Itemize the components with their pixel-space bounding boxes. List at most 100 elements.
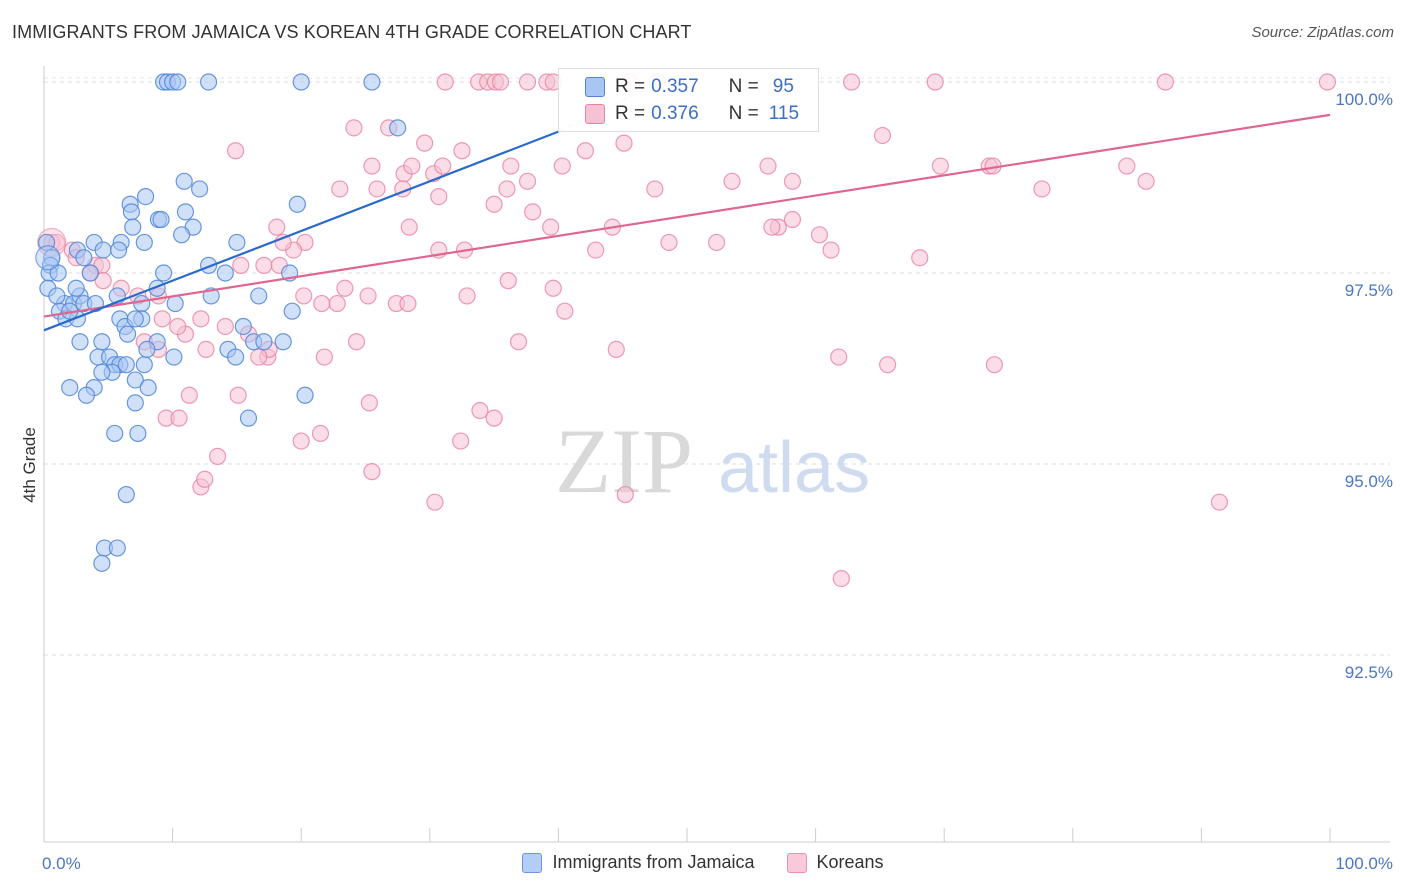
data-point-koreans xyxy=(227,142,245,160)
data-point-koreans xyxy=(607,340,625,358)
data-point-jamaica xyxy=(126,371,144,389)
data-point-jamaica xyxy=(165,348,183,366)
data-point-koreans xyxy=(345,119,363,137)
data-point-koreans xyxy=(518,172,537,190)
data-point-jamaica xyxy=(133,294,151,313)
legend-swatch-jamaica xyxy=(585,77,605,97)
trend-line-koreans xyxy=(43,113,1331,318)
legend-row-koreans: R = 0.376 N = 115 xyxy=(559,101,799,127)
data-point-koreans xyxy=(553,157,571,175)
data-point-koreans xyxy=(458,287,476,305)
legend-n-value: 115 xyxy=(768,103,800,124)
legend-item-koreans[interactable]: Koreans xyxy=(786,852,884,873)
data-point-jamaica xyxy=(117,356,135,374)
legend-r-label: R = xyxy=(615,103,646,124)
data-point-jamaica xyxy=(152,210,170,229)
data-point-jamaica xyxy=(135,356,153,374)
data-point-jamaica xyxy=(255,333,273,351)
data-point-koreans xyxy=(315,348,333,366)
data-point-jamaica xyxy=(389,119,407,137)
data-point-jamaica xyxy=(200,73,218,91)
y-axis-label: 4th Grade xyxy=(20,427,39,503)
data-point-koreans xyxy=(646,180,664,198)
data-point-koreans xyxy=(216,317,234,336)
data-point-jamaica xyxy=(216,264,234,282)
y-tick-label: 97.5% xyxy=(1345,281,1393,300)
data-point-jamaica xyxy=(109,241,128,259)
data-point-koreans xyxy=(783,172,802,190)
data-point-jamaica xyxy=(136,188,155,206)
data-point-koreans xyxy=(931,157,949,175)
legend-swatch-jamaica xyxy=(522,852,543,873)
data-point-jamaica xyxy=(48,287,66,305)
data-point-koreans xyxy=(707,233,726,252)
data-point-koreans xyxy=(873,126,892,145)
data-point-koreans xyxy=(544,279,562,297)
data-point-jamaica xyxy=(283,302,301,320)
data-point-koreans xyxy=(524,203,542,221)
data-point-jamaica xyxy=(228,233,246,252)
legend-label-jamaica: Immigrants from Jamaica xyxy=(552,852,755,872)
data-point-koreans xyxy=(452,432,470,450)
data-point-koreans xyxy=(416,134,434,152)
data-point-jamaica xyxy=(176,203,195,221)
data-point-jamaica xyxy=(250,287,268,305)
data-point-koreans xyxy=(843,73,861,91)
data-point-koreans xyxy=(616,485,634,504)
data-point-koreans xyxy=(268,218,286,236)
series-jamaica-points xyxy=(35,73,407,572)
data-point-koreans xyxy=(1156,73,1174,91)
legend-r-value: 0.357 xyxy=(651,76,699,97)
data-point-jamaica xyxy=(129,424,147,443)
legend-r-value: 0.376 xyxy=(651,103,699,124)
legend-row-jamaica: R = 0.357 N = 95 xyxy=(559,74,794,100)
data-point-koreans xyxy=(295,287,313,305)
data-point-jamaica xyxy=(81,264,99,282)
data-point-koreans xyxy=(498,180,516,198)
data-point-koreans xyxy=(197,340,215,358)
correlation-legend: R = 0.357 N = 95 R = 0.376 N = 115 xyxy=(558,68,819,132)
data-point-jamaica xyxy=(292,73,310,91)
trend-line-jamaica xyxy=(43,130,559,332)
data-point-koreans xyxy=(180,386,198,404)
x-tick-label-min: 0.0% xyxy=(42,854,81,873)
data-point-koreans xyxy=(363,463,381,481)
data-point-jamaica xyxy=(35,245,61,271)
data-point-koreans xyxy=(426,493,444,511)
legend-item-jamaica[interactable]: Immigrants from Jamaica xyxy=(522,852,755,873)
data-point-koreans xyxy=(403,157,421,175)
data-point-jamaica xyxy=(135,233,153,252)
data-point-koreans xyxy=(453,142,471,160)
data-point-jamaica xyxy=(77,386,96,404)
data-point-koreans xyxy=(810,226,829,244)
data-point-jamaica xyxy=(61,379,79,397)
data-point-koreans xyxy=(499,272,517,290)
data-point-jamaica xyxy=(227,348,245,366)
data-point-jamaica xyxy=(363,73,381,91)
data-point-jamaica xyxy=(175,172,193,190)
data-point-jamaica xyxy=(234,317,252,336)
data-point-koreans xyxy=(331,180,349,198)
data-point-koreans xyxy=(94,272,112,290)
data-point-jamaica xyxy=(169,73,187,91)
data-point-koreans xyxy=(153,310,171,328)
data-point-koreans xyxy=(783,210,802,229)
data-point-jamaica xyxy=(296,386,314,404)
data-point-koreans xyxy=(399,294,417,313)
axes xyxy=(43,66,1390,843)
data-point-jamaica xyxy=(124,218,142,236)
legend-r-label: R = xyxy=(615,76,646,97)
data-point-koreans xyxy=(368,180,386,198)
data-point-koreans xyxy=(347,333,366,351)
chart-source: Source: ZipAtlas.com xyxy=(1251,24,1394,41)
data-point-jamaica xyxy=(93,554,111,572)
data-point-koreans xyxy=(209,447,227,465)
data-point-koreans xyxy=(576,142,595,160)
data-point-koreans xyxy=(1318,73,1337,91)
data-point-jamaica xyxy=(274,333,292,351)
data-point-koreans xyxy=(311,424,330,443)
data-point-koreans xyxy=(255,256,273,274)
data-point-koreans xyxy=(502,157,520,175)
legend-n-value: 95 xyxy=(772,76,794,97)
